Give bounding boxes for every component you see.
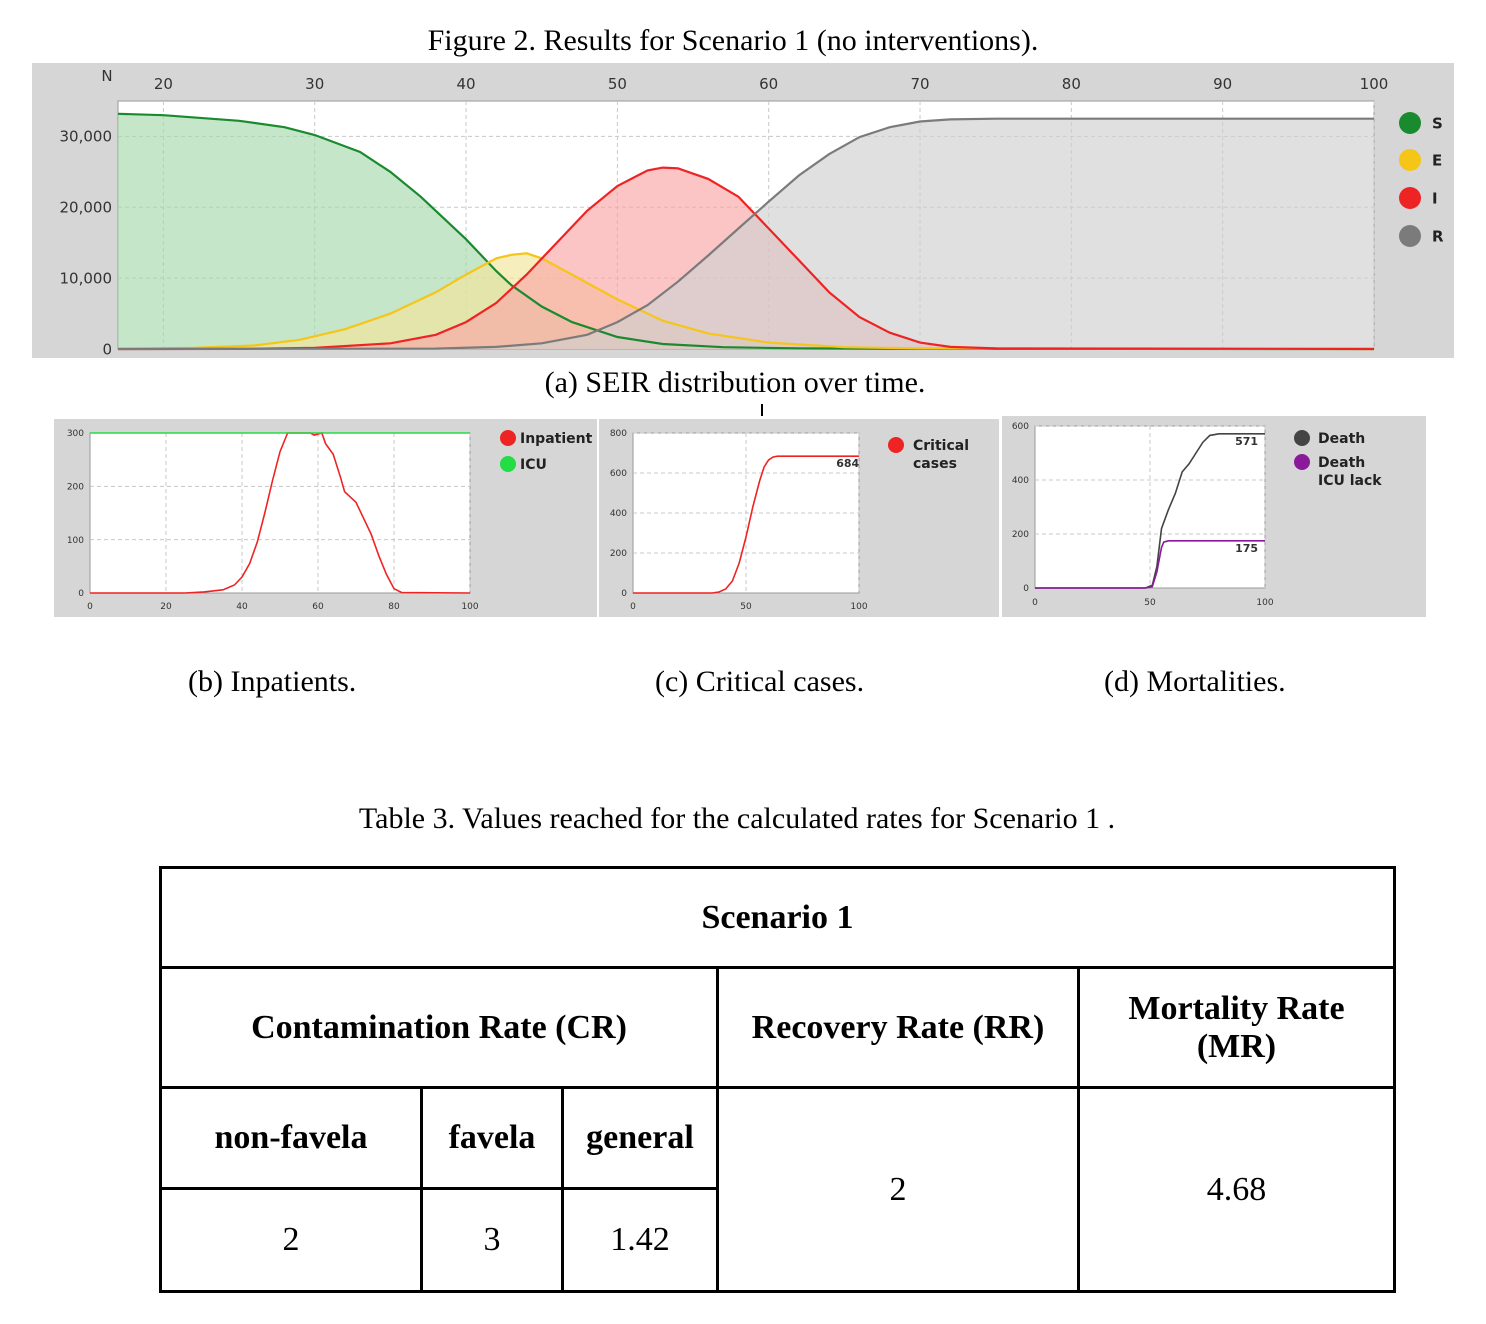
- x-tick-label: 20: [154, 75, 173, 93]
- y-tick-label: 800: [610, 429, 627, 439]
- y-tick-label: 300: [67, 429, 84, 439]
- x-tick-label: 40: [236, 602, 248, 612]
- legend-label: Critical: [913, 438, 969, 454]
- mr-value: 4.68: [1079, 1088, 1395, 1292]
- x-tick-label: 50: [740, 602, 752, 612]
- scenario-header: Scenario 1: [161, 868, 1395, 968]
- table-title: Table 3. Values reached for the calculat…: [0, 802, 1474, 836]
- legend-marker-e: [1399, 149, 1421, 171]
- legend-label: Death: [1318, 431, 1365, 447]
- favela-header: favela: [422, 1088, 563, 1189]
- favela-value: 3: [422, 1189, 563, 1292]
- x-tick-label: 80: [388, 602, 400, 612]
- y-tick-label: 600: [610, 469, 627, 479]
- seir-chart: 20 30 40 50 60 70 80 90 100 0 10,000 20,000 30,000 N S…: [32, 63, 1454, 358]
- y-tick-label: 400: [1012, 476, 1029, 486]
- critical-chart-panel: 0 50 100 0 200 400 600 800 684 Critical cases: [599, 419, 999, 617]
- inpatients-chart: 0 20 40 60 80 100 0 100 200 300 Inpatient ICU: [54, 419, 597, 617]
- legend-marker-inpatient: [500, 430, 516, 446]
- y-tick-label: 0: [1023, 584, 1029, 594]
- y-axis-label: N: [101, 67, 112, 85]
- legend-label: ICU: [520, 457, 547, 473]
- plot-area: [90, 433, 470, 593]
- y-tick-label: 0: [621, 589, 627, 599]
- results-table: Scenario 1 Contamination Rate (CR) Recov…: [159, 866, 1396, 1293]
- data-label: 684: [836, 457, 859, 470]
- mortalities-chart-panel: 0 50 100 0 200 400 600 571 175 Death Death ICU lack: [1002, 416, 1426, 617]
- y-tick-label: 200: [610, 549, 627, 559]
- mortalities-chart: 0 50 100 0 200 400 600 571 175 Death Death ICU lack: [1002, 416, 1426, 617]
- rr-value: 2: [718, 1088, 1079, 1292]
- x-tick-label: 50: [1144, 598, 1156, 608]
- inpatients-chart-panel: 0 20 40 60 80 100 0 100 200 300 Inpatient ICU: [54, 419, 597, 617]
- x-tick-label: 100: [461, 602, 478, 612]
- x-tick-label: 50: [608, 75, 627, 93]
- critical-chart: 0 50 100 0 200 400 600 800 684 Critical cases: [599, 419, 999, 617]
- legend-marker-icu: [500, 456, 516, 472]
- legend-marker-r: [1399, 225, 1421, 247]
- x-tick-label: 80: [1062, 75, 1081, 93]
- y-tick-label: 200: [67, 482, 84, 492]
- y-tick-label: 20,000: [60, 199, 113, 217]
- figure-title: Figure 2. Results for Scenario 1 (no int…: [0, 24, 1466, 58]
- legend-label: I: [1432, 189, 1438, 207]
- legend-label: Death: [1318, 455, 1365, 471]
- inpatients-caption: (b) Inpatients.: [188, 665, 356, 699]
- legend-label: E: [1432, 151, 1442, 169]
- data-label: 571: [1235, 435, 1258, 448]
- x-tick-label: 60: [312, 602, 324, 612]
- y-tick-label: 200: [1012, 530, 1029, 540]
- legend-label: Inpatient: [520, 431, 593, 447]
- legend-label: S: [1432, 114, 1443, 132]
- legend-marker-death: [1294, 430, 1310, 446]
- x-tick-label: 30: [305, 75, 324, 93]
- general-value: 1.42: [563, 1189, 718, 1292]
- mortalities-caption: (d) Mortalities.: [1104, 665, 1286, 699]
- tick-mark: [761, 404, 763, 416]
- legend-marker-death-icu-lack: [1294, 454, 1310, 470]
- y-tick-label: 100: [67, 536, 84, 546]
- critical-caption: (c) Critical cases.: [655, 665, 864, 699]
- x-tick-label: 90: [1213, 75, 1232, 93]
- x-tick-label: 100: [850, 602, 867, 612]
- x-tick-label: 0: [1032, 598, 1038, 608]
- rr-header: Recovery Rate (RR): [718, 968, 1079, 1088]
- y-tick-label: 10,000: [60, 269, 113, 287]
- x-tick-label: 0: [630, 602, 636, 612]
- x-tick-label: 100: [1360, 75, 1389, 93]
- seir-caption: (a) SEIR distribution over time.: [0, 366, 1470, 400]
- seir-chart-panel: 20 30 40 50 60 70 80 90 100 0 10,000 20,000 30,000 N S…: [32, 63, 1454, 358]
- legend-marker-s: [1399, 112, 1421, 134]
- x-tick-label: 0: [87, 602, 93, 612]
- mr-header-line2: (MR): [1197, 1028, 1276, 1065]
- legend-label: cases: [913, 456, 957, 472]
- legend-label: R: [1432, 227, 1444, 245]
- x-tick-label: 40: [457, 75, 476, 93]
- legend-marker-i: [1399, 187, 1421, 209]
- y-tick-label: 600: [1012, 422, 1029, 432]
- y-tick-label: 400: [610, 509, 627, 519]
- data-label: 175: [1235, 542, 1258, 555]
- nonfavela-header: non-favela: [161, 1088, 422, 1189]
- legend-label: ICU lack: [1318, 473, 1382, 489]
- x-tick-label: 100: [1256, 598, 1273, 608]
- nonfavela-value: 2: [161, 1189, 422, 1292]
- y-tick-label: 0: [102, 340, 112, 358]
- legend-marker-critical-cases: [888, 437, 904, 453]
- cr-header: Contamination Rate (CR): [161, 968, 718, 1088]
- y-tick-label: 30,000: [60, 128, 113, 146]
- y-tick-label: 0: [78, 589, 84, 599]
- x-tick-label: 60: [759, 75, 778, 93]
- general-header: general: [563, 1088, 718, 1189]
- x-tick-label: 70: [910, 75, 929, 93]
- mr-header: Mortality Rate (MR): [1079, 968, 1395, 1088]
- mr-header-line1: Mortality Rate: [1128, 990, 1344, 1027]
- x-tick-label: 20: [160, 602, 172, 612]
